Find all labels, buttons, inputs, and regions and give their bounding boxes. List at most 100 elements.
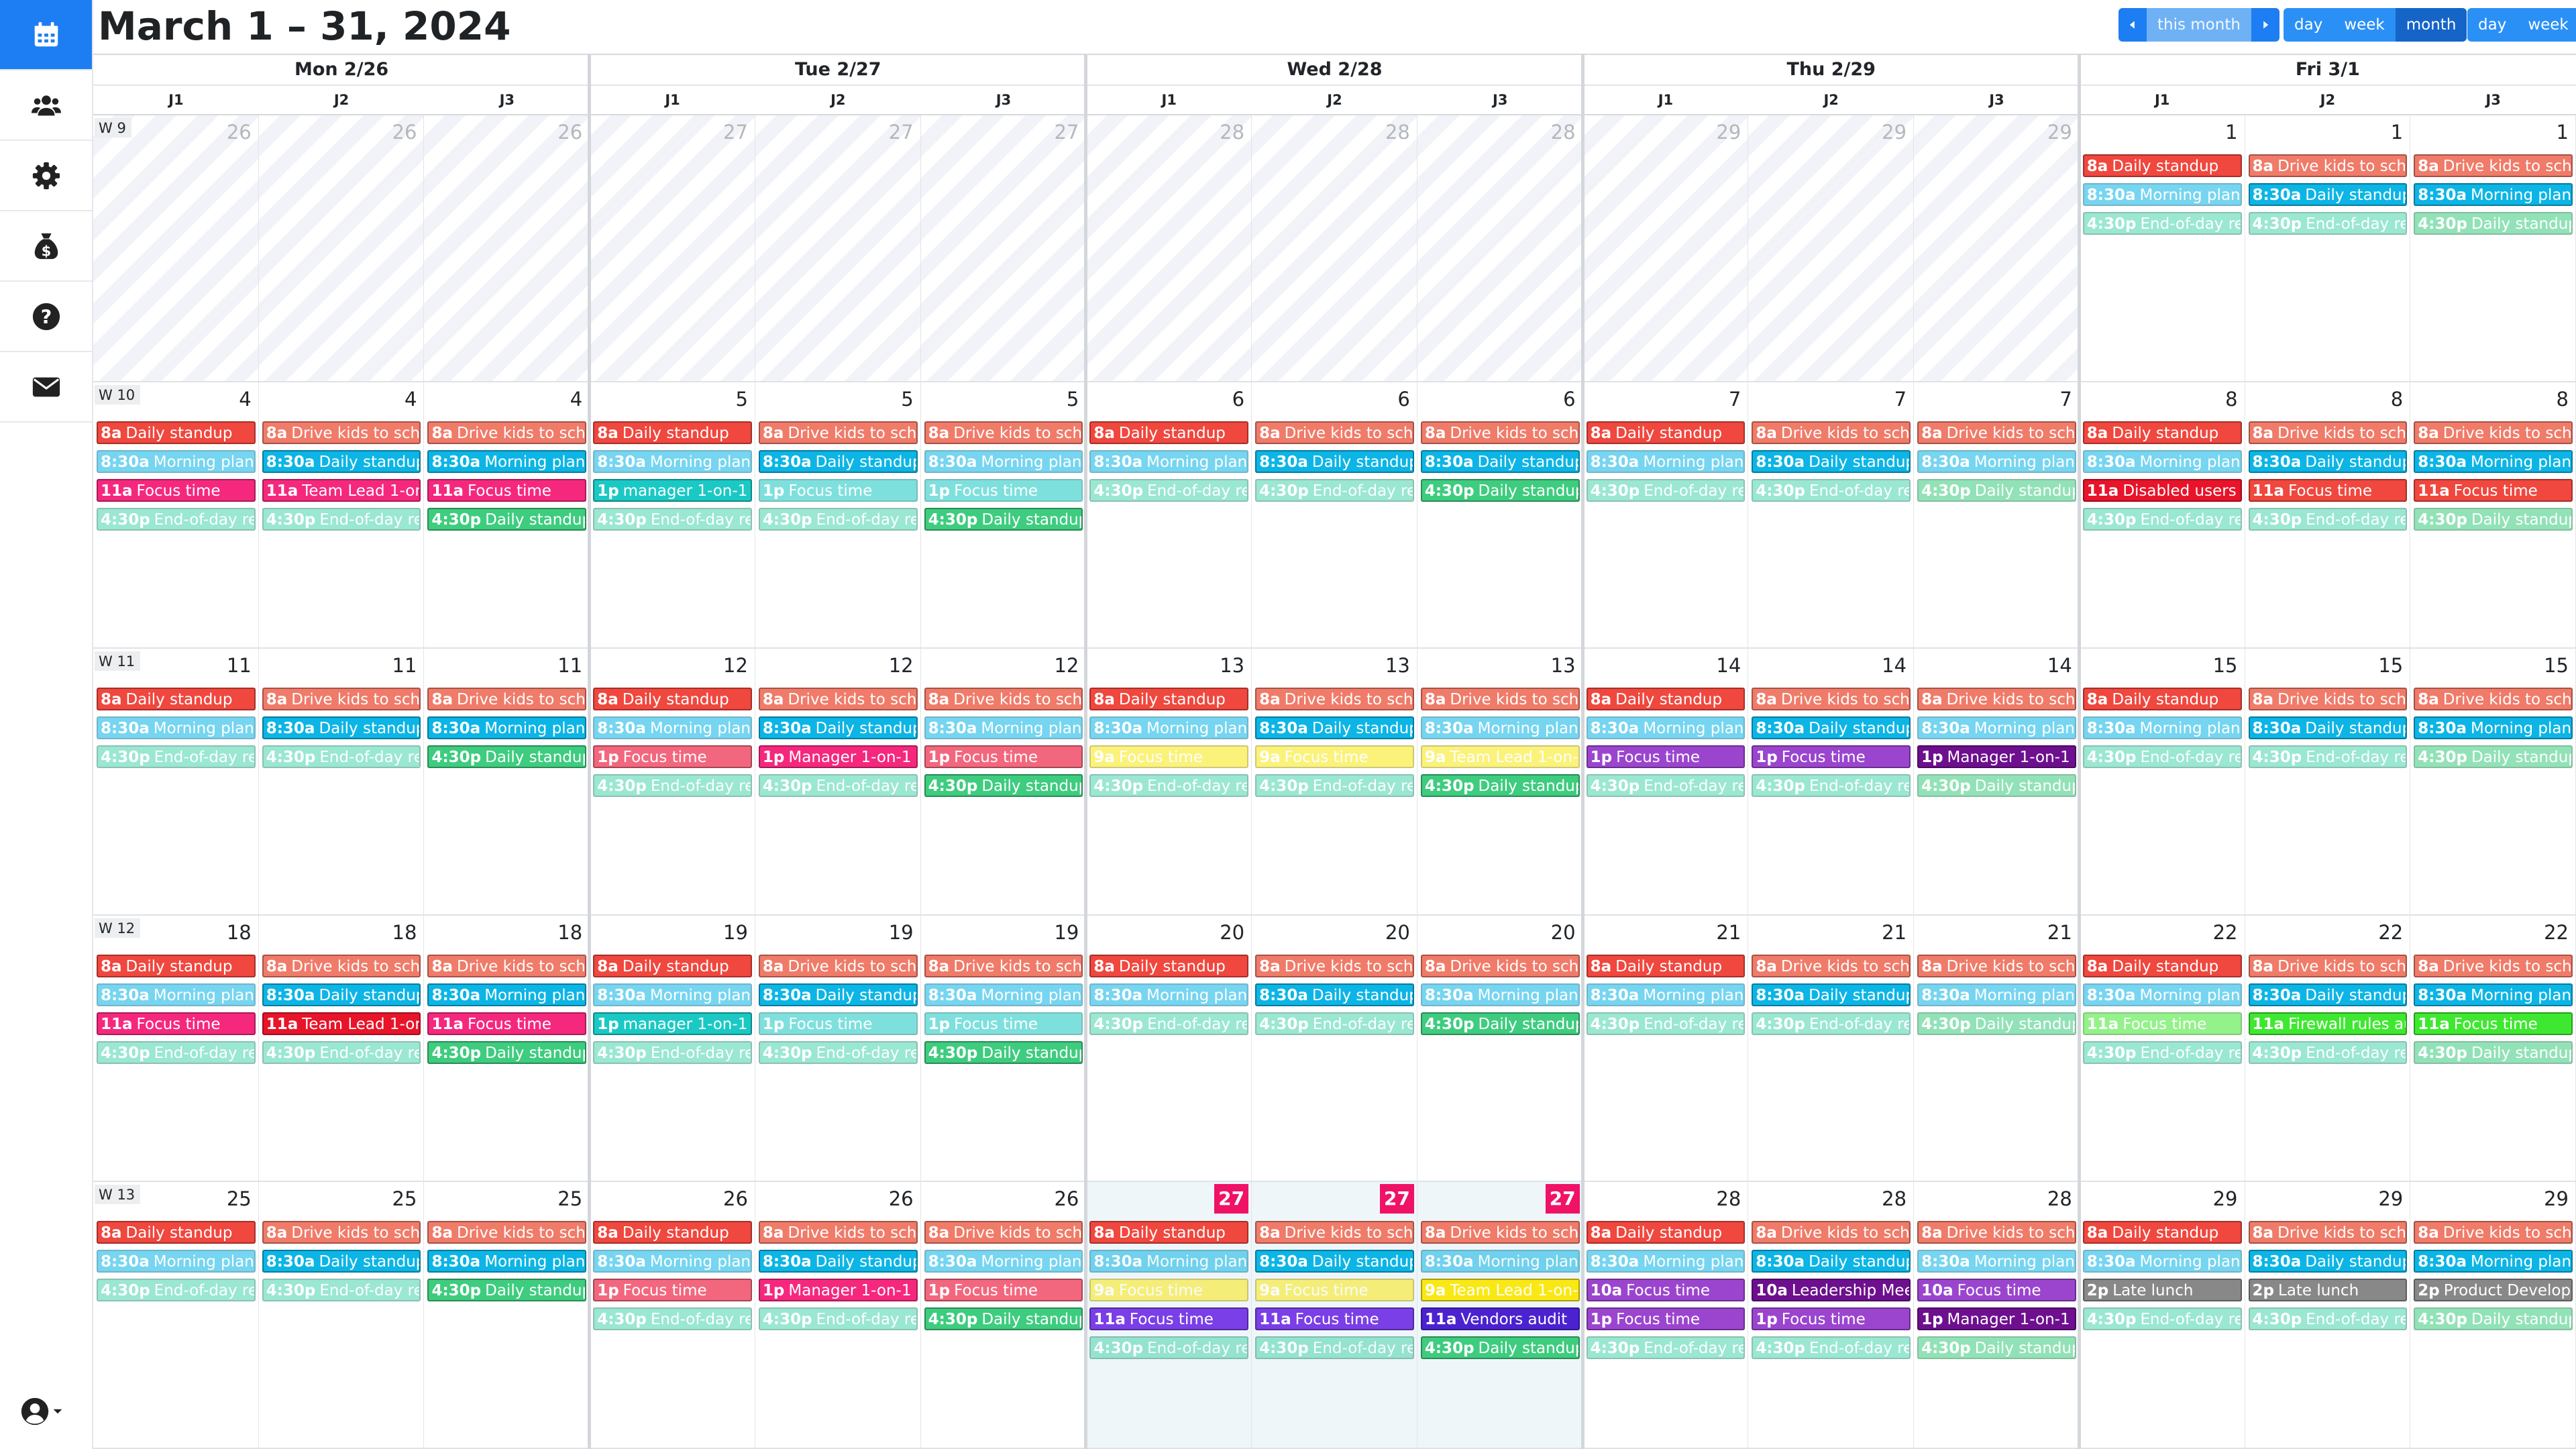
day-number[interactable]: 6	[1232, 387, 1245, 411]
event[interactable]: 8:30a Daily standup	[2248, 983, 2408, 1006]
event[interactable]: 8a Daily standup	[1089, 421, 1249, 444]
day-number[interactable]: 29	[2047, 121, 2072, 144]
event[interactable]: 1p Focus time	[1586, 1307, 1746, 1331]
event[interactable]: 8:30a Daily standup	[758, 449, 918, 473]
event[interactable]: 11a Focus time	[2248, 478, 2408, 502]
day-cell[interactable]: 28	[1086, 115, 1252, 382]
event[interactable]: 8:30a Daily standup	[758, 1250, 918, 1273]
event[interactable]: 9a Focus time	[1089, 745, 1249, 769]
event[interactable]: 4:30p Daily standup	[1917, 1012, 2076, 1035]
sidebar-item-settings[interactable]	[0, 141, 92, 211]
day-number[interactable]: 15	[2378, 654, 2404, 678]
day-number[interactable]: 4	[239, 387, 252, 411]
day-number[interactable]: 22	[2212, 920, 2238, 944]
event[interactable]: 8:30a Daily standup	[1752, 983, 1911, 1006]
day-number[interactable]: 28	[1716, 1187, 1741, 1211]
event[interactable]: 8:30a Daily standup	[1420, 449, 1580, 473]
day-cell[interactable]: 28	[1417, 115, 1583, 382]
sidebar-item-calendar[interactable]	[0, 0, 92, 70]
event[interactable]: 1p Focus time	[1752, 745, 1911, 769]
day-number[interactable]: 6	[1563, 387, 1576, 411]
event[interactable]: 8a Daily standup	[97, 954, 256, 977]
event[interactable]: 1p Manager 1-on-1	[1917, 745, 2076, 769]
event[interactable]: 4:30p Daily standup	[427, 507, 587, 531]
event[interactable]: 9a Focus time	[1255, 745, 1414, 769]
event[interactable]: 11a Focus time	[2414, 1012, 2573, 1035]
event[interactable]: 9a Focus time	[1255, 1279, 1414, 1302]
day-number[interactable]: 27	[723, 121, 748, 144]
day-number[interactable]: 28	[1220, 121, 1245, 144]
day-number[interactable]: 12	[888, 654, 914, 678]
day-number[interactable]: 11	[226, 654, 252, 678]
day-number[interactable]: 26	[723, 1187, 748, 1211]
event[interactable]: 8a Daily standup	[2082, 688, 2242, 711]
day-number[interactable]: 14	[1716, 654, 1741, 678]
event[interactable]: 4:30p Daily standup	[1420, 478, 1580, 502]
event[interactable]: 8:30a Daily standup	[262, 983, 421, 1006]
day-cell[interactable]: 29	[1582, 115, 1749, 382]
event[interactable]: 8:30a Daily standup	[2248, 183, 2408, 206]
event[interactable]: 2p Late lunch	[2082, 1279, 2242, 1302]
event[interactable]: 9a Team Lead 1-on-1	[1420, 1279, 1580, 1302]
day-number[interactable]: 27	[888, 121, 914, 144]
day-number[interactable]: 1	[2390, 121, 2404, 144]
event[interactable]: 4:30p Daily standup	[924, 774, 1083, 798]
event[interactable]: 4:30p Daily standup	[1420, 774, 1580, 798]
event[interactable]: 1p Manager 1-on-1	[758, 745, 918, 769]
day-number[interactable]: 18	[557, 920, 583, 944]
day-cell[interactable]: 26	[258, 115, 425, 382]
day-number[interactable]: 11	[557, 654, 583, 678]
event[interactable]: 4:30p Daily standup	[1917, 478, 2076, 502]
day-number[interactable]: 21	[2047, 920, 2072, 944]
event[interactable]: 8a Daily standup	[97, 421, 256, 444]
day-number[interactable]: 19	[723, 920, 748, 944]
event[interactable]: 1p Focus time	[1752, 1307, 1911, 1331]
event[interactable]: 9a Focus time	[1089, 1279, 1249, 1302]
day-number[interactable]: 11	[392, 654, 417, 678]
event[interactable]: 8a Daily standup	[2082, 154, 2242, 177]
day-number[interactable]: 29	[1716, 121, 1741, 144]
day-number[interactable]: 29	[1882, 121, 1907, 144]
